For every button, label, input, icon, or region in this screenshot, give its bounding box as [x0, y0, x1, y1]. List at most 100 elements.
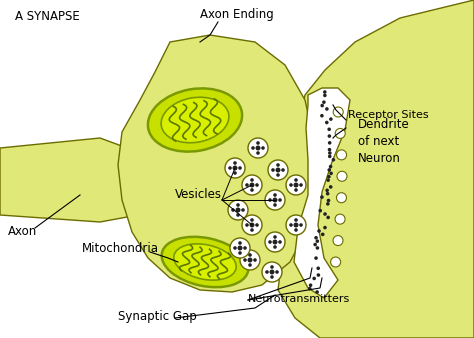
Text: Axon Ending: Axon Ending — [200, 8, 274, 21]
Circle shape — [335, 128, 345, 139]
Circle shape — [329, 172, 333, 175]
Circle shape — [228, 200, 248, 220]
Circle shape — [315, 290, 319, 294]
Text: Receptor Sites: Receptor Sites — [348, 110, 428, 120]
Circle shape — [314, 236, 318, 240]
Circle shape — [328, 151, 332, 155]
Circle shape — [268, 240, 272, 244]
Circle shape — [271, 168, 275, 172]
Circle shape — [278, 240, 282, 244]
Text: Mitochondria: Mitochondria — [82, 242, 159, 255]
Circle shape — [314, 256, 318, 260]
Circle shape — [265, 270, 269, 274]
Circle shape — [250, 188, 254, 192]
Circle shape — [242, 175, 262, 195]
Circle shape — [248, 253, 252, 257]
Circle shape — [323, 94, 327, 97]
Circle shape — [231, 208, 235, 212]
Ellipse shape — [148, 88, 242, 152]
Circle shape — [250, 228, 254, 232]
Circle shape — [326, 216, 330, 219]
Circle shape — [273, 245, 277, 249]
Circle shape — [312, 276, 316, 280]
Circle shape — [323, 212, 327, 216]
Circle shape — [238, 251, 242, 255]
Circle shape — [281, 168, 285, 172]
Circle shape — [294, 228, 298, 232]
Circle shape — [251, 146, 255, 150]
Circle shape — [323, 90, 327, 94]
Circle shape — [328, 154, 331, 158]
Circle shape — [316, 239, 319, 243]
Circle shape — [273, 203, 277, 207]
Circle shape — [225, 158, 245, 178]
Circle shape — [238, 166, 242, 170]
Circle shape — [275, 270, 279, 274]
Circle shape — [319, 209, 322, 213]
Circle shape — [308, 287, 311, 290]
Circle shape — [309, 284, 312, 287]
Circle shape — [325, 121, 328, 124]
Circle shape — [326, 192, 329, 195]
Circle shape — [333, 107, 343, 117]
Polygon shape — [118, 35, 315, 292]
Circle shape — [325, 189, 329, 192]
Circle shape — [317, 229, 321, 233]
Circle shape — [243, 258, 247, 262]
Circle shape — [243, 246, 247, 250]
Circle shape — [233, 246, 237, 250]
Circle shape — [326, 202, 329, 206]
Circle shape — [337, 171, 347, 181]
Circle shape — [293, 222, 299, 227]
Circle shape — [329, 185, 332, 189]
Circle shape — [270, 265, 274, 269]
Circle shape — [328, 134, 331, 138]
Circle shape — [253, 258, 257, 262]
Circle shape — [293, 183, 299, 188]
Circle shape — [299, 183, 303, 187]
Circle shape — [332, 158, 335, 162]
Circle shape — [316, 246, 319, 250]
Ellipse shape — [162, 237, 248, 287]
Circle shape — [249, 222, 255, 227]
Circle shape — [236, 208, 240, 213]
Circle shape — [273, 193, 277, 197]
Circle shape — [270, 275, 274, 279]
Circle shape — [326, 178, 330, 182]
Circle shape — [322, 100, 326, 104]
Circle shape — [320, 104, 324, 107]
Circle shape — [276, 173, 280, 177]
Circle shape — [286, 215, 306, 235]
Circle shape — [265, 232, 285, 252]
Circle shape — [323, 226, 327, 230]
Circle shape — [278, 198, 282, 202]
Circle shape — [265, 190, 285, 210]
Circle shape — [249, 183, 255, 188]
Circle shape — [268, 160, 288, 180]
Circle shape — [236, 213, 240, 217]
Circle shape — [329, 165, 332, 168]
Polygon shape — [294, 88, 350, 298]
Circle shape — [337, 150, 346, 160]
Circle shape — [233, 171, 237, 175]
Circle shape — [273, 197, 277, 202]
Circle shape — [255, 145, 261, 150]
Circle shape — [256, 141, 260, 145]
Text: Vesicles: Vesicles — [175, 188, 222, 201]
Circle shape — [250, 218, 254, 222]
Circle shape — [329, 117, 333, 121]
Circle shape — [325, 107, 328, 111]
Circle shape — [273, 235, 277, 239]
Text: Dendrite
of next
Neuron: Dendrite of next Neuron — [358, 118, 410, 165]
Circle shape — [242, 215, 262, 235]
Text: A SYNAPSE: A SYNAPSE — [15, 10, 80, 23]
Circle shape — [321, 233, 325, 236]
Circle shape — [335, 214, 345, 224]
Circle shape — [228, 166, 232, 170]
Circle shape — [294, 188, 298, 192]
Circle shape — [331, 257, 341, 267]
Circle shape — [333, 236, 343, 246]
Circle shape — [317, 273, 320, 277]
Circle shape — [289, 183, 293, 187]
Circle shape — [313, 243, 317, 246]
